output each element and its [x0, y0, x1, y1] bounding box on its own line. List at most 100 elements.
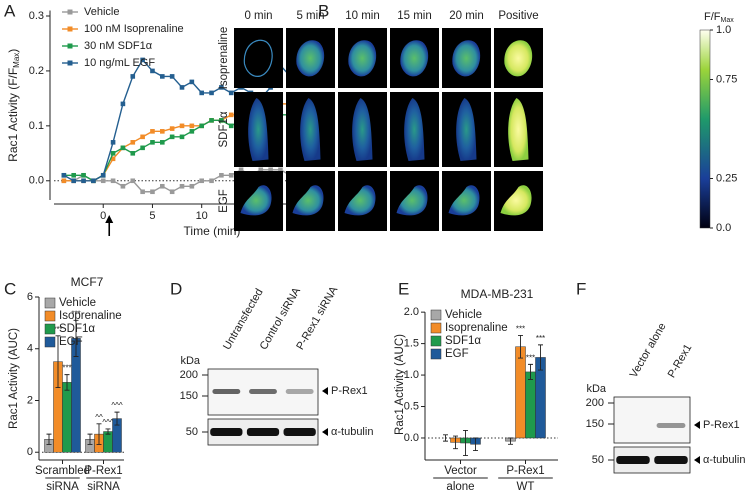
legend-label: Isoprenaline — [59, 310, 122, 322]
data-point — [199, 90, 204, 96]
y-axis-label-end: ) — [6, 49, 20, 53]
legend-swatch — [44, 310, 56, 322]
significance-label: *** — [62, 364, 71, 373]
legend-swatch — [430, 348, 442, 360]
significance-label: *** — [53, 325, 62, 334]
x-tick-label: WT — [517, 481, 535, 493]
band — [249, 389, 277, 394]
data-point — [160, 74, 165, 79]
kda-marker: 200 — [180, 369, 198, 381]
cell — [352, 98, 373, 161]
significance-label: ^^ — [95, 413, 103, 422]
column-label: 15 min — [397, 10, 432, 22]
band — [283, 428, 316, 436]
data-point — [219, 85, 224, 90]
data-point — [81, 172, 86, 178]
band — [285, 389, 314, 394]
data-point — [130, 140, 136, 145]
error-bar — [508, 437, 513, 445]
data-point — [228, 112, 234, 118]
bar — [525, 371, 536, 439]
data-point — [140, 134, 145, 140]
cell — [508, 98, 529, 161]
data-point — [228, 123, 234, 129]
band-pointer — [694, 421, 700, 429]
legend-swatch — [430, 335, 442, 347]
data-point — [120, 145, 126, 151]
error-bar — [96, 423, 102, 445]
y-tick-label: 0.0 — [29, 175, 44, 187]
legend-marker — [67, 9, 73, 15]
cell — [344, 185, 376, 216]
cell — [243, 39, 273, 77]
data-point — [71, 178, 76, 184]
significance-label: ^^^ — [102, 418, 114, 427]
data-point — [228, 90, 234, 96]
cell — [396, 185, 428, 216]
y-tick-label: 0.5 — [404, 400, 419, 412]
band — [210, 428, 243, 436]
band-label: P-Rex1 — [703, 419, 740, 431]
band — [654, 456, 688, 464]
error-bar — [55, 335, 61, 389]
legend-swatch — [44, 336, 56, 348]
legend-label: EGF — [59, 336, 83, 348]
column-label: 0 min — [244, 10, 272, 22]
significance-label: ^^^ — [111, 401, 123, 410]
data-point — [140, 189, 145, 195]
column-label: 10 min — [345, 10, 380, 22]
data-point — [258, 167, 264, 173]
colorbar-tick-label: 0.25 — [716, 172, 737, 184]
cell — [296, 40, 325, 77]
x-tick-label: Vector — [444, 465, 477, 477]
band — [212, 389, 241, 394]
error-bar — [87, 433, 93, 445]
colorbar-tick-label: 0.0 — [716, 222, 731, 234]
legend-label: SDF1α — [59, 323, 95, 335]
cell — [248, 98, 269, 161]
data-point — [130, 74, 136, 79]
y-tick-label: 0.0 — [404, 432, 419, 444]
cell — [300, 98, 321, 161]
data-point — [199, 178, 204, 184]
error-bar — [105, 428, 111, 435]
data-point — [179, 183, 185, 189]
panel-label: F — [576, 279, 586, 298]
legend-label: EGF — [445, 348, 469, 360]
error-bar — [453, 435, 458, 450]
cell — [500, 185, 532, 216]
y-axis-label-text: Rac1 Activity (F/F — [6, 68, 20, 162]
significance-label: *** — [536, 334, 545, 343]
cell — [240, 185, 272, 216]
data-point — [150, 129, 155, 134]
y-axis-label-sub: Max — [12, 53, 21, 68]
y-tick-label: 0.1 — [29, 120, 44, 132]
cell — [404, 98, 425, 161]
legend-label: SDF1α — [445, 335, 481, 347]
data-point — [189, 129, 195, 134]
data-point — [150, 140, 155, 145]
panel-label: C — [4, 279, 16, 298]
kda-label: kDa — [180, 355, 200, 367]
x-axis-label: Time (min) — [184, 224, 241, 238]
legend-marker — [67, 26, 73, 32]
error-bar — [73, 319, 79, 357]
band-label: P-Rex1 — [331, 385, 368, 397]
kda-marker: 150 — [180, 390, 198, 402]
x-tick-label: 10 — [196, 210, 208, 222]
colorbar-title-text: F/F — [704, 11, 721, 23]
band-label: α-tubulin — [331, 426, 373, 438]
legend-label: 30 nM SDF1α — [84, 40, 153, 52]
kda-marker: 200 — [586, 397, 604, 409]
band-pointer — [322, 387, 328, 395]
data-point — [209, 90, 214, 96]
data-point — [81, 178, 86, 184]
error-bar — [443, 434, 448, 442]
error-bar — [463, 429, 468, 457]
error-bar — [114, 411, 120, 426]
bar — [515, 346, 526, 439]
y-tick-label: 0 — [27, 446, 33, 458]
data-point — [179, 123, 185, 129]
y-tick-label: 1.0 — [404, 369, 419, 381]
legend-swatch — [44, 323, 56, 335]
